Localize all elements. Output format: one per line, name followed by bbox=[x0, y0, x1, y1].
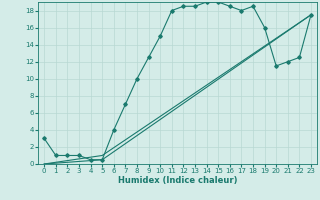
X-axis label: Humidex (Indice chaleur): Humidex (Indice chaleur) bbox=[118, 176, 237, 185]
